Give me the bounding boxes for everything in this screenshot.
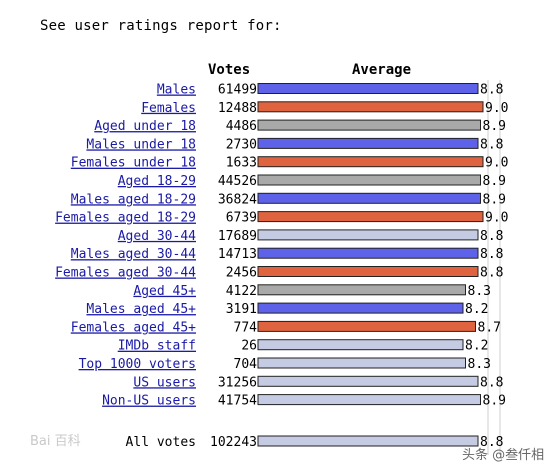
row-9-bar bbox=[257, 247, 479, 259]
row-15-votes: 704 bbox=[234, 357, 258, 372]
row-1-votes: 12488 bbox=[218, 101, 257, 116]
row-0-label[interactable]: Males bbox=[157, 83, 196, 98]
row-7-average: 9.0 bbox=[485, 211, 508, 226]
row-6-bar bbox=[257, 192, 481, 204]
toutiao-watermark: 头条 @叁仟相 bbox=[462, 448, 545, 463]
row-10-label[interactable]: Females aged 30-44 bbox=[55, 266, 196, 281]
row-5-average: 8.9 bbox=[483, 174, 506, 189]
row-9-votes: 14713 bbox=[218, 247, 257, 262]
report-intro-text: See user ratings report for: bbox=[40, 18, 282, 34]
row-14-votes: 26 bbox=[241, 339, 257, 354]
row-5-label[interactable]: Aged 18-29 bbox=[118, 174, 196, 189]
row-1-average: 9.0 bbox=[485, 101, 508, 116]
row-5-bar bbox=[257, 174, 481, 186]
row-13-bar bbox=[257, 320, 476, 332]
row-17-votes: 41754 bbox=[218, 394, 257, 409]
row-12-label[interactable]: Males aged 45+ bbox=[86, 302, 196, 317]
row-4-votes: 1633 bbox=[226, 156, 257, 171]
total-bar bbox=[257, 435, 479, 447]
row-8-average: 8.8 bbox=[480, 229, 503, 244]
total-label: All votes bbox=[126, 435, 196, 450]
votes-column-header: Votes bbox=[208, 62, 251, 78]
row-12-votes: 3191 bbox=[226, 302, 257, 317]
row-3-bar bbox=[257, 137, 479, 149]
row-8-bar bbox=[257, 229, 479, 241]
row-15-bar bbox=[257, 357, 466, 369]
row-16-label[interactable]: US users bbox=[133, 375, 196, 390]
row-7-bar bbox=[257, 211, 484, 223]
row-7-label[interactable]: Females aged 18-29 bbox=[55, 211, 196, 226]
row-2-bar bbox=[257, 119, 481, 131]
row-5-votes: 44526 bbox=[218, 174, 257, 189]
row-3-votes: 2730 bbox=[226, 137, 257, 152]
row-4-bar bbox=[257, 156, 484, 168]
row-17-average: 8.9 bbox=[483, 394, 506, 409]
row-13-label[interactable]: Females aged 45+ bbox=[71, 320, 196, 335]
row-6-label[interactable]: Males aged 18-29 bbox=[71, 192, 196, 207]
baidu-watermark: Bai 百科 bbox=[30, 434, 81, 449]
row-0-average: 8.8 bbox=[480, 83, 503, 98]
row-14-average: 8.2 bbox=[465, 339, 488, 354]
row-16-bar bbox=[257, 375, 479, 387]
row-15-average: 8.3 bbox=[468, 357, 491, 372]
row-12-bar bbox=[257, 302, 464, 314]
row-9-label[interactable]: Males aged 30-44 bbox=[71, 247, 196, 262]
row-10-bar bbox=[257, 266, 479, 277]
row-6-average: 8.9 bbox=[483, 192, 506, 207]
row-3-average: 8.8 bbox=[480, 137, 503, 152]
row-16-votes: 31256 bbox=[218, 375, 257, 390]
row-3-label[interactable]: Males under 18 bbox=[86, 137, 196, 152]
row-14-bar bbox=[257, 339, 464, 351]
row-11-votes: 4122 bbox=[226, 284, 257, 299]
row-8-label[interactable]: Aged 30-44 bbox=[118, 229, 196, 244]
row-6-votes: 36824 bbox=[218, 192, 257, 207]
row-2-label[interactable]: Aged under 18 bbox=[94, 119, 196, 134]
row-7-votes: 6739 bbox=[226, 211, 257, 226]
row-16-average: 8.8 bbox=[480, 375, 503, 390]
row-9-average: 8.8 bbox=[480, 247, 503, 262]
row-1-label[interactable]: Females bbox=[141, 101, 196, 116]
row-10-votes: 2456 bbox=[226, 266, 257, 281]
row-13-votes: 774 bbox=[234, 320, 258, 335]
row-10-average: 8.8 bbox=[480, 266, 503, 281]
row-0-votes: 61499 bbox=[218, 83, 257, 98]
total-votes: 102243 bbox=[210, 435, 257, 450]
row-2-votes: 4486 bbox=[226, 119, 257, 134]
row-11-bar bbox=[257, 284, 466, 296]
row-13-average: 8.7 bbox=[478, 320, 501, 335]
row-12-average: 8.2 bbox=[465, 302, 488, 317]
total-average: 8.8 bbox=[480, 435, 503, 450]
row-0-bar bbox=[257, 83, 479, 94]
row-2-average: 8.9 bbox=[483, 119, 506, 134]
row-4-label[interactable]: Females under 18 bbox=[71, 156, 196, 171]
row-14-label[interactable]: IMDb staff bbox=[118, 339, 196, 354]
row-1-bar bbox=[257, 101, 484, 113]
average-column-header: Average bbox=[352, 62, 412, 78]
row-4-average: 9.0 bbox=[485, 156, 508, 171]
row-11-label[interactable]: Aged 45+ bbox=[133, 284, 196, 299]
row-15-label[interactable]: Top 1000 voters bbox=[79, 357, 196, 372]
row-17-bar bbox=[257, 394, 481, 406]
row-17-label[interactable]: Non-US users bbox=[102, 394, 196, 409]
row-8-votes: 17689 bbox=[218, 229, 257, 244]
row-11-average: 8.3 bbox=[468, 284, 491, 299]
